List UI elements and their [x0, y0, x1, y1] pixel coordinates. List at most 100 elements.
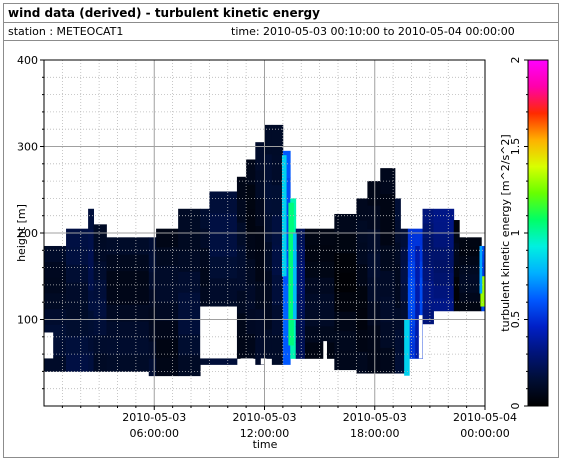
heatmap-cell — [334, 330, 357, 351]
heatmap-cell — [178, 229, 201, 251]
heatmap-cell — [264, 154, 273, 184]
x-tick-label-time: 06:00:00 — [130, 427, 179, 440]
colorbar-label: turbulent kinetic energy [m^2/s^2] — [499, 134, 512, 331]
heatmap-gap — [418, 315, 423, 359]
heatmap-cell — [66, 228, 89, 247]
heatmap-cell — [246, 234, 256, 260]
heatmap-cell — [271, 274, 284, 305]
heatmap-cell — [236, 244, 247, 268]
heatmap-cell — [236, 335, 247, 359]
heatmap-cell — [88, 229, 95, 250]
heatmap-cell — [356, 285, 368, 309]
heatmap-cell — [422, 223, 434, 238]
heatmap-cell — [148, 271, 157, 290]
heatmap-cell — [93, 334, 107, 354]
heatmap-cell — [93, 316, 107, 336]
title-bar — [4, 4, 558, 23]
x-tick-label-time: 00:00:00 — [460, 427, 509, 440]
heatmap-cell — [459, 246, 482, 257]
heatmap-cell — [394, 307, 401, 330]
heatmap-cell — [88, 208, 95, 230]
heatmap-cell — [422, 251, 434, 267]
heatmap-cell — [295, 228, 306, 246]
x-axis-label: time — [253, 438, 278, 451]
heatmap-cell — [106, 321, 150, 339]
y-tick-label: 400 — [17, 54, 38, 67]
heatmap-cell — [156, 228, 179, 248]
heatmap-cell — [367, 325, 381, 350]
heatmap-cell-highlight — [479, 245, 483, 294]
heatmap-cell — [264, 329, 273, 359]
heatmap-cell — [422, 208, 434, 224]
heatmap-cell — [209, 191, 238, 214]
heatmap-cell — [66, 282, 89, 301]
heatmap-cell — [209, 234, 238, 257]
heatmap-cell — [66, 300, 89, 319]
heatmap-cell — [148, 237, 157, 256]
heatmap-cell — [200, 208, 210, 229]
heatmap-cell — [178, 250, 201, 272]
heatmap-cell — [271, 214, 284, 246]
heatmap-cell — [295, 342, 306, 359]
heatmap-cell — [481, 245, 486, 255]
heatmap-cell — [255, 169, 265, 199]
heatmap-cell — [304, 325, 335, 343]
heatmap-cell — [271, 244, 284, 276]
heatmap-cell — [334, 291, 357, 312]
heatmap-cell — [200, 286, 210, 307]
heatmap-cell — [433, 285, 455, 299]
heatmap-cell — [178, 271, 201, 293]
heatmap-cell — [93, 279, 107, 299]
colorbar-tick-label: 1 — [509, 230, 522, 237]
heatmap-cell — [264, 183, 273, 213]
heatmap-cell — [88, 290, 95, 311]
heatmap-cell-highlight — [292, 233, 297, 320]
heatmap-cell — [236, 290, 247, 314]
station-label: station : METEOCAT1 — [8, 25, 124, 38]
heatmap-cell — [453, 288, 460, 300]
heatmap-cell — [156, 283, 179, 303]
heatmap-cell — [433, 247, 455, 261]
heatmap-cell — [356, 220, 368, 243]
heatmap-cell — [422, 266, 434, 282]
heatmap-cell — [93, 224, 107, 244]
heatmap-cell — [156, 247, 179, 266]
heatmap-cell — [209, 277, 238, 301]
heatmap-cell — [271, 334, 284, 365]
heatmap-cell — [481, 254, 486, 263]
heatmap-cell — [66, 317, 89, 337]
heatmap-cell — [422, 309, 434, 325]
heatmap-cell — [88, 351, 95, 372]
heatmap-cell — [380, 219, 396, 246]
heatmap-cell — [246, 184, 256, 210]
heatmap-cell — [282, 337, 291, 365]
time-range-label: time: 2010-05-03 00:10:00 to 2010-05-04 … — [231, 25, 515, 38]
heatmap-cell — [178, 313, 201, 335]
heatmap-cell — [356, 351, 368, 374]
heatmap-cell — [236, 176, 247, 200]
heatmap-cell — [422, 237, 434, 253]
heatmap-cell — [394, 263, 401, 287]
chart-title: wind data (derived) - turbulent kinetic … — [8, 6, 320, 20]
heatmap-cell — [282, 230, 291, 259]
heatmap-cell — [356, 242, 368, 265]
heatmap-cell — [334, 233, 357, 254]
heatmap-cell — [453, 220, 460, 232]
heatmap-cell — [400, 300, 409, 320]
heatmap-cell — [481, 262, 486, 271]
heatmap-cell — [44, 355, 67, 372]
heatmap-cell — [433, 259, 455, 273]
heatmap-cell — [93, 242, 107, 262]
heatmap-cell — [459, 292, 482, 303]
heatmap-cell — [481, 302, 486, 312]
heatmap-gap — [200, 306, 237, 359]
heatmap-cell — [459, 301, 482, 312]
heatmap-cell — [106, 337, 150, 356]
heatmap-cell — [380, 193, 396, 220]
heatmap-gap — [323, 341, 327, 370]
heatmap-cell — [400, 264, 409, 284]
heatmap-cell — [66, 264, 89, 283]
heatmap-cell — [148, 323, 157, 342]
heatmap-cell — [282, 257, 291, 285]
heatmap-cell — [407, 228, 423, 246]
